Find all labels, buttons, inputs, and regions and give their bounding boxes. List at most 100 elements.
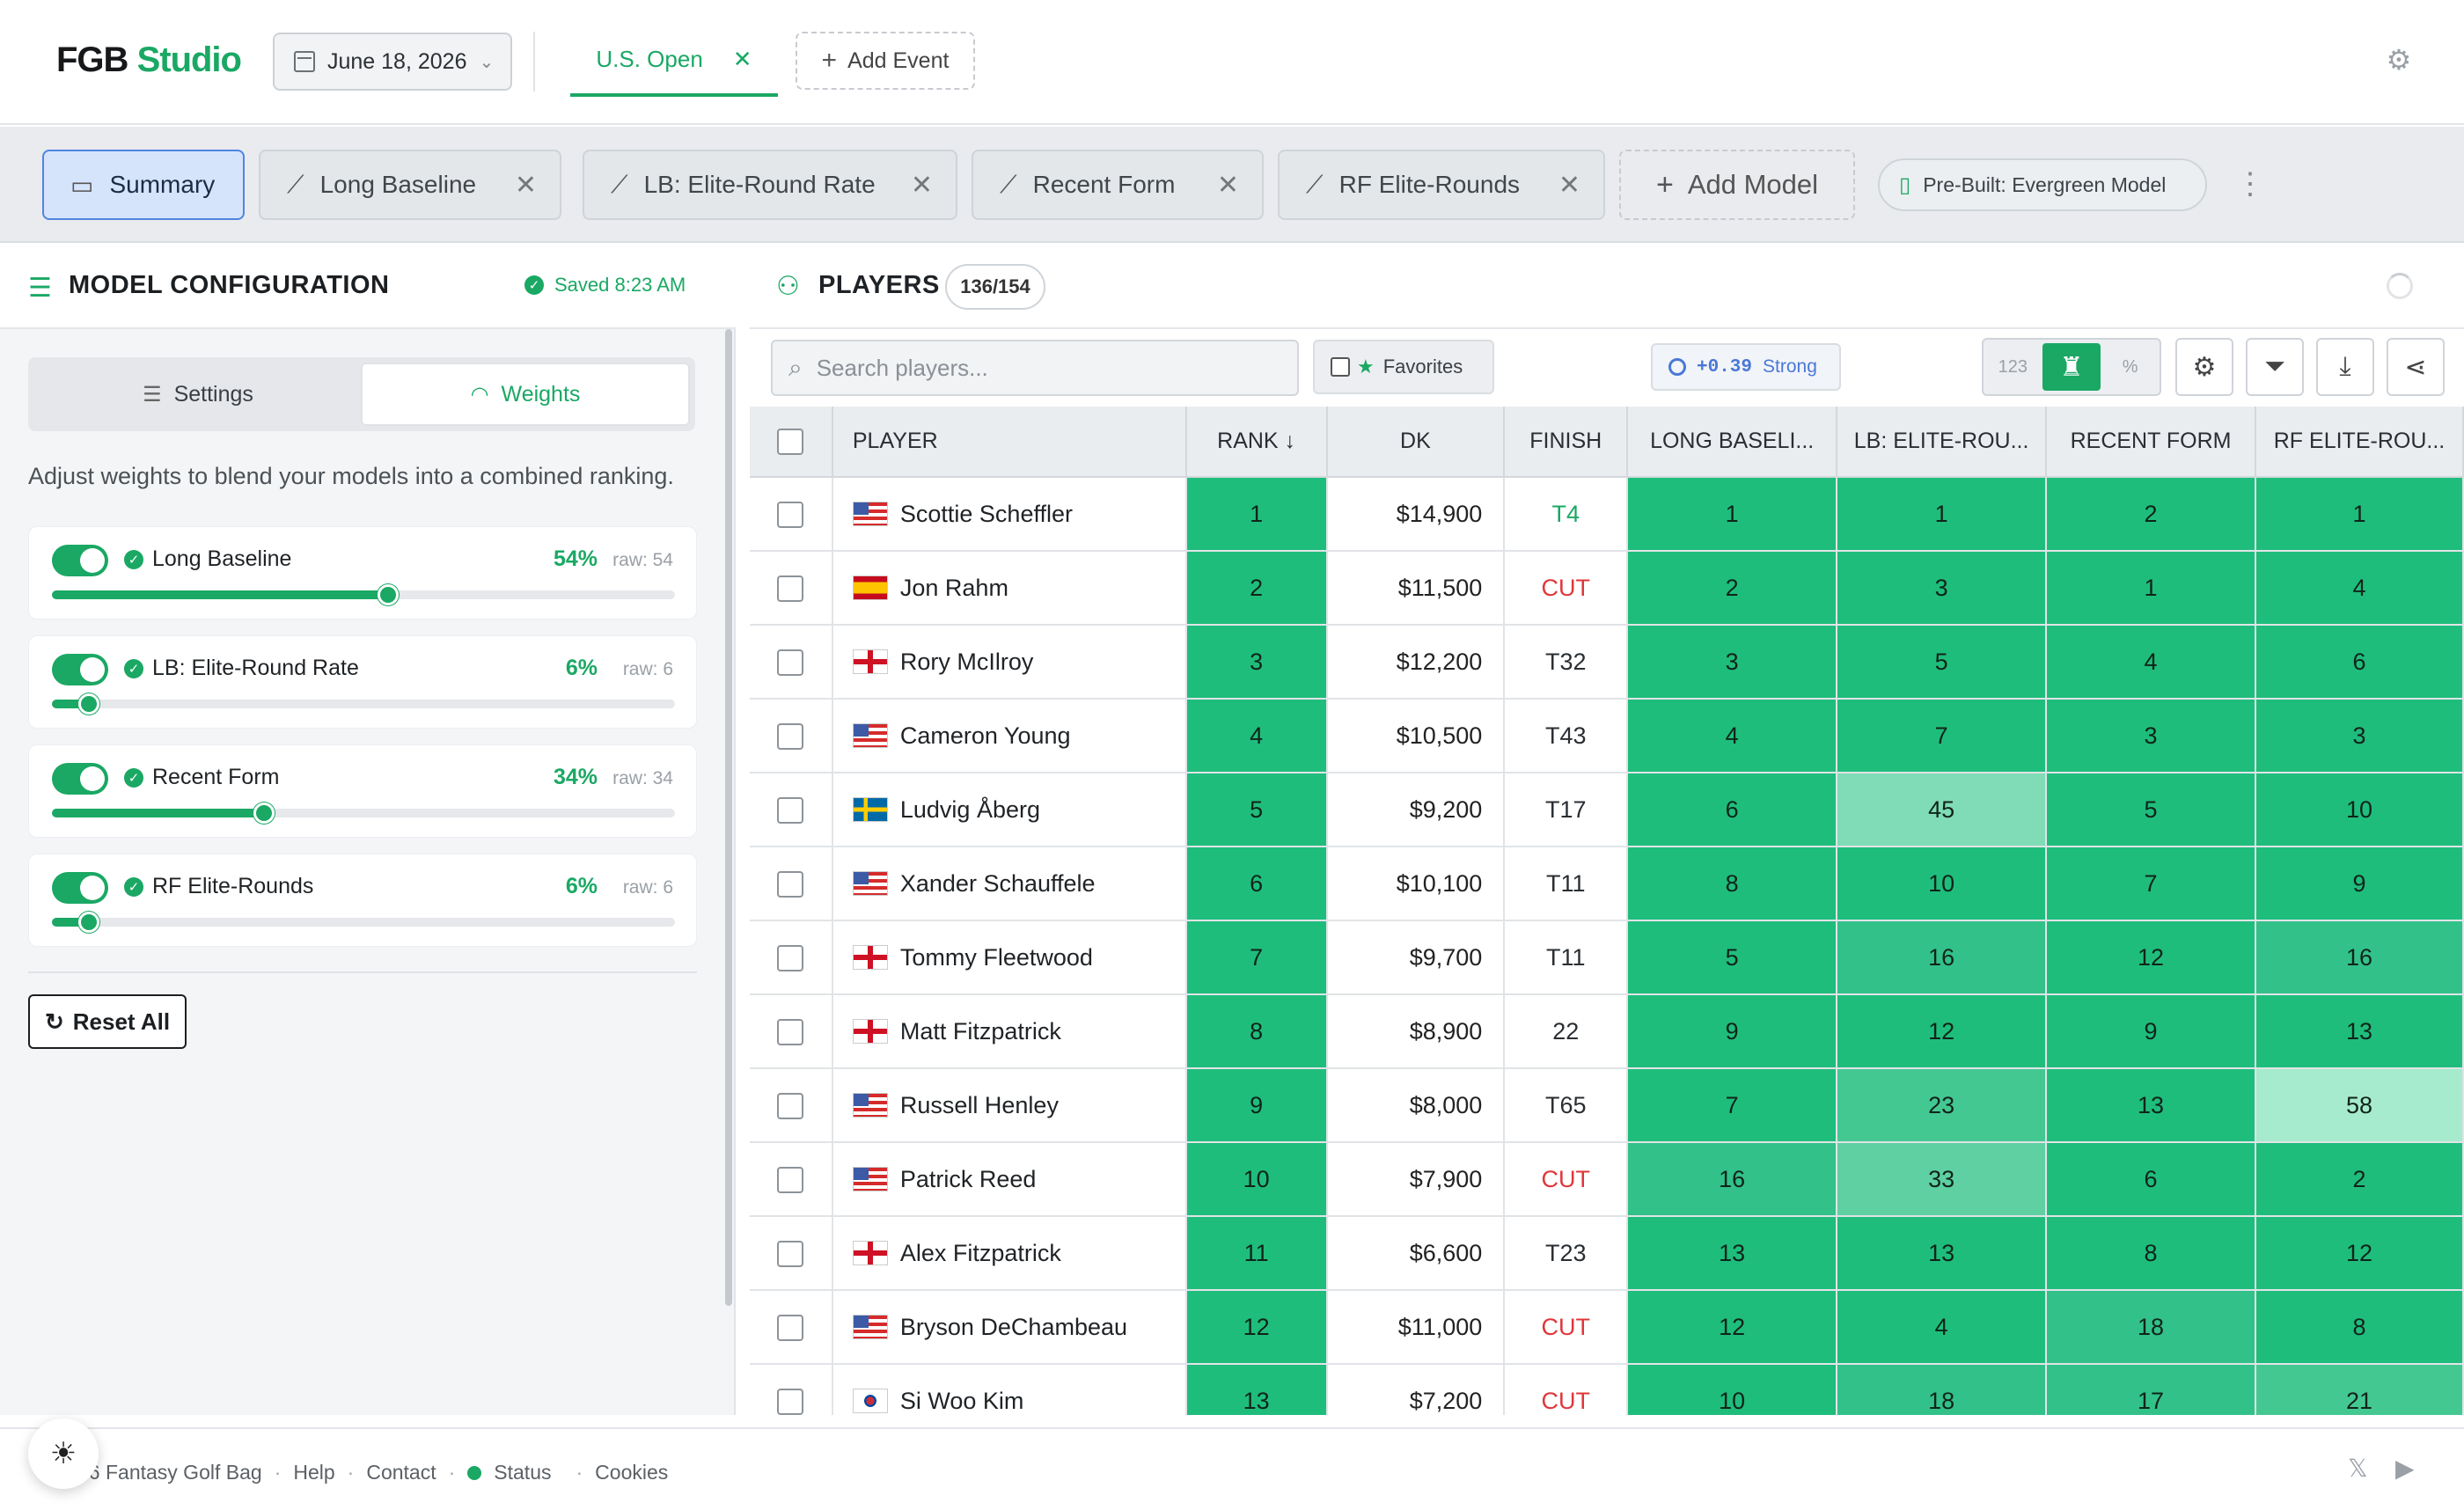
- reset-all-button[interactable]: ↻ Reset All: [28, 994, 187, 1049]
- contact-link[interactable]: Contact: [366, 1461, 436, 1484]
- close-icon[interactable]: ✕: [1558, 170, 1580, 200]
- settings-icon[interactable]: ⚙: [2175, 338, 2233, 396]
- help-link[interactable]: Help: [293, 1461, 335, 1484]
- weights-tab[interactable]: ◠ Weights: [361, 363, 690, 426]
- trophy-icon[interactable]: ♜: [2042, 343, 2101, 391]
- add-event-button[interactable]: + Add Event: [796, 32, 975, 90]
- prebuilt-model-chip[interactable]: ▯ Pre-Built: Evergreen Model: [1878, 158, 2207, 211]
- model-toggle[interactable]: [52, 545, 108, 576]
- status-link[interactable]: Status: [467, 1461, 563, 1484]
- weight-slider[interactable]: [52, 584, 675, 605]
- player-cell[interactable]: Matt Fitzpatrick: [832, 994, 1187, 1069]
- column-header-rank[interactable]: RANK ↓: [1185, 407, 1328, 478]
- share-icon[interactable]: ⋖: [2387, 338, 2445, 396]
- table-row[interactable]: Tommy Fleetwood 7 $9,700 T11 5 16 12 16: [750, 920, 2464, 995]
- table-row[interactable]: Scottie Scheffler 1 $14,900 T4 1 1 2 1: [750, 477, 2464, 552]
- cookies-link[interactable]: Cookies: [595, 1461, 669, 1484]
- player-cell[interactable]: Bryson DeChambeau: [832, 1290, 1187, 1365]
- tab-summary[interactable]: ▭ Summary: [42, 150, 245, 220]
- close-icon[interactable]: ✕: [732, 46, 752, 72]
- player-cell[interactable]: Cameron Young: [832, 699, 1187, 773]
- scrollbar[interactable]: [725, 329, 732, 1306]
- table-row[interactable]: Alex Fitzpatrick 11 $6,600 T23 13 13 8 12: [750, 1216, 2464, 1291]
- row-checkbox[interactable]: [777, 870, 804, 898]
- table-row[interactable]: Bryson DeChambeau 12 $11,000 CUT 12 4 18 8: [750, 1290, 2464, 1365]
- search-input[interactable]: ⌕ Search players...: [771, 340, 1299, 396]
- weight-slider[interactable]: [52, 803, 675, 824]
- brand-logo[interactable]: FGB Studio: [56, 40, 242, 79]
- select-all-checkbox[interactable]: [777, 428, 804, 455]
- row-checkbox[interactable]: [777, 1314, 804, 1341]
- column-header-rf-elite[interactable]: RF ELITE-ROU...: [2255, 407, 2464, 478]
- player-cell[interactable]: Jon Rahm: [832, 551, 1187, 626]
- table-row[interactable]: Matt Fitzpatrick 8 $8,900 22 9 12 9 13: [750, 994, 2464, 1069]
- gear-icon[interactable]: ⚙: [2386, 44, 2412, 76]
- column-header-dk[interactable]: DK: [1326, 407, 1506, 478]
- filter-icon[interactable]: ⏷: [2246, 338, 2304, 396]
- table-row[interactable]: Russell Henley 9 $8,000 T65 7 23 13 58: [750, 1068, 2464, 1143]
- row-checkbox[interactable]: [777, 722, 804, 750]
- table-row[interactable]: Si Woo Kim 13 $7,200 CUT 10 18 17 21: [750, 1364, 2464, 1415]
- lb-elite-cell: 4: [1837, 1290, 2048, 1365]
- download-icon[interactable]: ⤓: [2316, 338, 2374, 396]
- row-checkbox[interactable]: [777, 1240, 804, 1267]
- date-picker[interactable]: June 18, 2026 ⌄: [273, 33, 512, 91]
- player-cell[interactable]: Tommy Fleetwood: [832, 920, 1187, 995]
- slider-handle[interactable]: [378, 584, 400, 605]
- weight-slider[interactable]: [52, 912, 675, 933]
- slider-handle[interactable]: [78, 912, 100, 933]
- table-row[interactable]: Jon Rahm 2 $11,500 CUT 2 3 1 4: [750, 551, 2464, 626]
- column-header-recent-form[interactable]: RECENT FORM: [2046, 407, 2256, 478]
- model-toggle[interactable]: [52, 872, 108, 904]
- close-icon[interactable]: ✕: [910, 170, 933, 200]
- player-cell[interactable]: Si Woo Kim: [832, 1364, 1187, 1415]
- column-header-finish[interactable]: FINISH: [1504, 407, 1629, 478]
- table-row[interactable]: Rory McIlroy 3 $12,200 T32 3 5 4 6: [750, 625, 2464, 700]
- table-row[interactable]: Cameron Young 4 $10,500 T43 4 7 3 3: [750, 699, 2464, 773]
- row-checkbox[interactable]: [777, 1092, 804, 1119]
- percent-icon[interactable]: %: [2122, 356, 2138, 377]
- row-checkbox[interactable]: [777, 1388, 804, 1415]
- tab-recent-form[interactable]: ⟋ Recent Form ✕: [972, 150, 1264, 220]
- more-options-icon[interactable]: ⋮: [2235, 167, 2265, 201]
- table-row[interactable]: Ludvig Åberg 5 $9,200 T17 6 45 5 10: [750, 773, 2464, 847]
- weight-slider[interactable]: [52, 693, 675, 715]
- table-row[interactable]: Xander Schauffele 6 $10,100 T11 8 10 7 9: [750, 847, 2464, 921]
- player-cell[interactable]: Ludvig Åberg: [832, 773, 1187, 847]
- tab-rf-elite-rounds[interactable]: ⟋ RF Elite-Rounds ✕: [1278, 150, 1605, 220]
- player-cell[interactable]: Rory McIlroy: [832, 625, 1187, 700]
- slider-handle[interactable]: [253, 803, 275, 824]
- numbers-view-button[interactable]: 123: [1998, 356, 2028, 377]
- youtube-icon[interactable]: ▶: [2395, 1455, 2415, 1482]
- table-row[interactable]: Patrick Reed 10 $7,900 CUT 16 33 6 2: [750, 1142, 2464, 1217]
- row-checkbox[interactable]: [777, 944, 804, 971]
- column-header-long-baseline[interactable]: LONG BASELI...: [1627, 407, 1838, 478]
- row-checkbox[interactable]: [777, 575, 804, 602]
- close-icon[interactable]: ✕: [1216, 170, 1239, 200]
- row-checkbox[interactable]: [777, 796, 804, 824]
- favorites-filter[interactable]: ★ Favorites: [1313, 340, 1494, 394]
- player-cell[interactable]: Scottie Scheffler: [832, 477, 1187, 552]
- tab-lb-elite-round-rate[interactable]: ⟋ LB: Elite-Round Rate ✕: [583, 150, 957, 220]
- close-icon[interactable]: ✕: [514, 170, 537, 200]
- settings-tab[interactable]: ☰ Settings: [33, 363, 363, 426]
- player-cell[interactable]: Patrick Reed: [832, 1142, 1187, 1217]
- row-checkbox[interactable]: [777, 1166, 804, 1193]
- favorites-checkbox[interactable]: [1331, 357, 1350, 377]
- model-toggle[interactable]: [52, 654, 108, 685]
- model-toggle[interactable]: [52, 763, 108, 795]
- row-checkbox[interactable]: [777, 649, 804, 676]
- player-cell[interactable]: Xander Schauffele: [832, 847, 1187, 921]
- player-cell[interactable]: Russell Henley: [832, 1068, 1187, 1143]
- row-checkbox[interactable]: [777, 501, 804, 528]
- theme-toggle-button[interactable]: ☀: [28, 1418, 99, 1489]
- player-cell[interactable]: Alex Fitzpatrick: [832, 1216, 1187, 1291]
- column-header-player[interactable]: PLAYER: [832, 407, 1187, 478]
- row-checkbox[interactable]: [777, 1018, 804, 1045]
- tab-long-baseline[interactable]: ⟋ Long Baseline ✕: [259, 150, 561, 220]
- x-twitter-icon[interactable]: 𝕏: [2348, 1455, 2368, 1482]
- slider-handle[interactable]: [78, 693, 100, 715]
- event-tab[interactable]: U.S. Open ✕: [570, 39, 778, 97]
- column-header-lb-elite[interactable]: LB: ELITE-ROU...: [1837, 407, 2048, 478]
- add-model-button[interactable]: + Add Model: [1619, 150, 1855, 220]
